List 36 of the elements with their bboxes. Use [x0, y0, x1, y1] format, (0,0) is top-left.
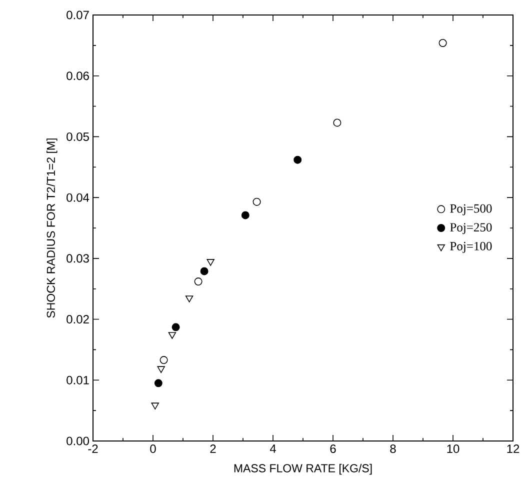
point	[438, 38, 447, 47]
y-axis-title: SHOCK RADIUS FOR T2/T1=2 [M]	[46, 138, 58, 318]
legend-label: Poj=250	[450, 223, 492, 234]
y-tick-label: 0.07	[66, 10, 89, 20]
point	[185, 296, 194, 302]
point	[194, 278, 202, 286]
x-tick-label: -2	[88, 444, 98, 453]
point	[200, 267, 208, 276]
y-tick-label: 0.01	[66, 376, 89, 384]
x-tick-label: 10	[447, 444, 460, 454]
x-tick-label: 0	[150, 444, 156, 454]
legend-label: Poj=100	[450, 242, 492, 253]
x-tick-label: 2	[210, 444, 216, 453]
x-tick-label: 12	[507, 444, 520, 453]
point	[154, 379, 162, 388]
point	[168, 332, 176, 339]
point	[252, 198, 261, 206]
point	[333, 118, 342, 127]
legend-label: Poj=500	[450, 204, 492, 216]
point	[206, 259, 214, 266]
point	[157, 366, 165, 373]
point	[151, 402, 159, 410]
x-tick-label: 8	[390, 444, 396, 454]
x-tick-label: 6	[330, 444, 336, 454]
x-axis-title: MASS FLOW RATE [KG/S]	[234, 464, 372, 475]
y-tick-label: 0.06	[66, 72, 89, 80]
point	[294, 156, 302, 164]
y-tick-label: 0.02	[66, 315, 89, 324]
point	[172, 323, 180, 332]
y-tick-label: 0.04	[66, 193, 90, 202]
y-tick-label: 0.00	[66, 436, 90, 446]
y-tick-label: 0.03	[66, 254, 89, 263]
point	[160, 356, 168, 364]
point	[241, 211, 250, 220]
x-tick-label: 4	[270, 444, 276, 453]
y-tick-label: 0.05	[66, 132, 89, 141]
